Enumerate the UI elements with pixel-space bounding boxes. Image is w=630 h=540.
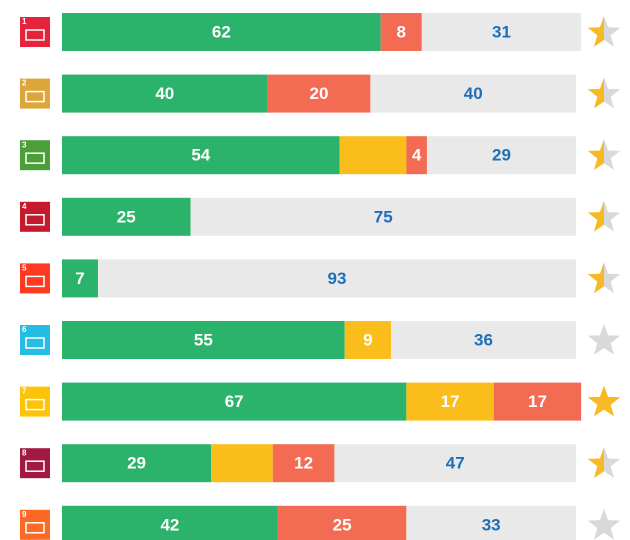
goal-icon-glyph — [25, 90, 45, 103]
star-rating — [587, 262, 621, 294]
goal-icon-glyph — [25, 398, 45, 411]
star-rating — [587, 16, 621, 47]
goal-number: 5 — [22, 264, 27, 273]
value-label: 42 — [160, 515, 179, 534]
bar-segment — [62, 136, 340, 175]
bar-segment — [62, 382, 407, 421]
goal-icon-glyph — [25, 522, 45, 534]
goal-number: 6 — [22, 325, 27, 334]
goal-icon — [20, 17, 50, 47]
value-label: 9 — [363, 330, 372, 349]
value-label: 29 — [492, 146, 511, 165]
goal-number: 2 — [22, 79, 27, 88]
goal-icon — [20, 140, 50, 171]
goal-icon-glyph — [25, 460, 45, 472]
bar-segment — [62, 197, 191, 236]
value-label: 4 — [412, 146, 422, 165]
star-rating — [587, 77, 621, 109]
value-label: 62 — [212, 22, 231, 41]
bar-segment — [62, 505, 278, 540]
value-label: 40 — [155, 84, 174, 103]
value-label: 36 — [474, 330, 493, 349]
goal-icon-glyph — [25, 337, 45, 349]
bar-segment — [190, 197, 576, 236]
bar-segment — [370, 74, 576, 113]
bar-segment — [62, 13, 381, 51]
value-label: 47 — [446, 454, 465, 473]
bar-segment — [493, 382, 582, 421]
bar-segment — [211, 444, 273, 483]
bar-segment — [277, 505, 407, 540]
value-label: 25 — [333, 515, 352, 534]
goal-number: 7 — [22, 387, 27, 396]
bar-segment — [406, 382, 494, 421]
star-rating — [587, 447, 621, 478]
value-label: 12 — [294, 454, 313, 473]
value-label: 17 — [528, 392, 547, 411]
value-label: 17 — [441, 392, 460, 411]
goal-icon — [20, 201, 50, 232]
bar-segment — [406, 505, 576, 540]
value-label: 20 — [310, 84, 329, 103]
bar-segment — [406, 136, 427, 175]
value-label: 8 — [397, 22, 406, 41]
star-rating — [587, 200, 621, 232]
bar-segment — [421, 13, 582, 51]
goal-icon — [20, 509, 50, 540]
goal-icon-glyph — [25, 214, 45, 226]
goal-icon-glyph — [25, 275, 45, 288]
value-label: 25 — [117, 207, 136, 226]
star-rating — [587, 139, 621, 170]
value-label: 75 — [374, 207, 393, 226]
star-rating — [587, 385, 621, 417]
bar-segment — [272, 444, 335, 483]
goal-icon — [20, 386, 50, 417]
goal-number: 3 — [22, 140, 27, 149]
bar-segment — [62, 74, 268, 113]
bar-segment — [390, 321, 576, 359]
value-label: 67 — [225, 392, 244, 411]
goal-icon-glyph — [25, 29, 45, 41]
value-label: 33 — [482, 515, 501, 534]
value-label: 29 — [127, 454, 146, 473]
bar-segment — [339, 136, 407, 175]
value-label: 7 — [75, 269, 84, 288]
goal-number: 9 — [22, 510, 27, 519]
bar-segment — [380, 13, 422, 51]
bar-segment — [62, 444, 212, 483]
goal-number: 8 — [22, 448, 27, 457]
bar-segment — [344, 321, 391, 359]
bar-segment — [267, 74, 371, 113]
value-label: 40 — [464, 84, 483, 103]
goal-icon — [20, 325, 50, 355]
goal-number: 1 — [22, 17, 27, 26]
bar-segment — [97, 259, 576, 298]
bar-segment — [426, 136, 576, 175]
bar-segment — [62, 321, 345, 359]
goal-icon — [20, 448, 50, 479]
value-label: 31 — [492, 22, 511, 41]
value-label: 55 — [194, 330, 213, 349]
value-label: 93 — [328, 269, 347, 288]
goal-icon — [20, 263, 50, 294]
goal-icon — [20, 78, 50, 109]
bar-segment — [334, 444, 576, 483]
star-rating — [587, 324, 621, 355]
star-rating — [587, 508, 621, 540]
goal-icon-glyph — [25, 152, 45, 164]
goal-number: 4 — [22, 202, 27, 211]
bar-segment — [62, 259, 98, 298]
value-label: 54 — [191, 146, 210, 165]
